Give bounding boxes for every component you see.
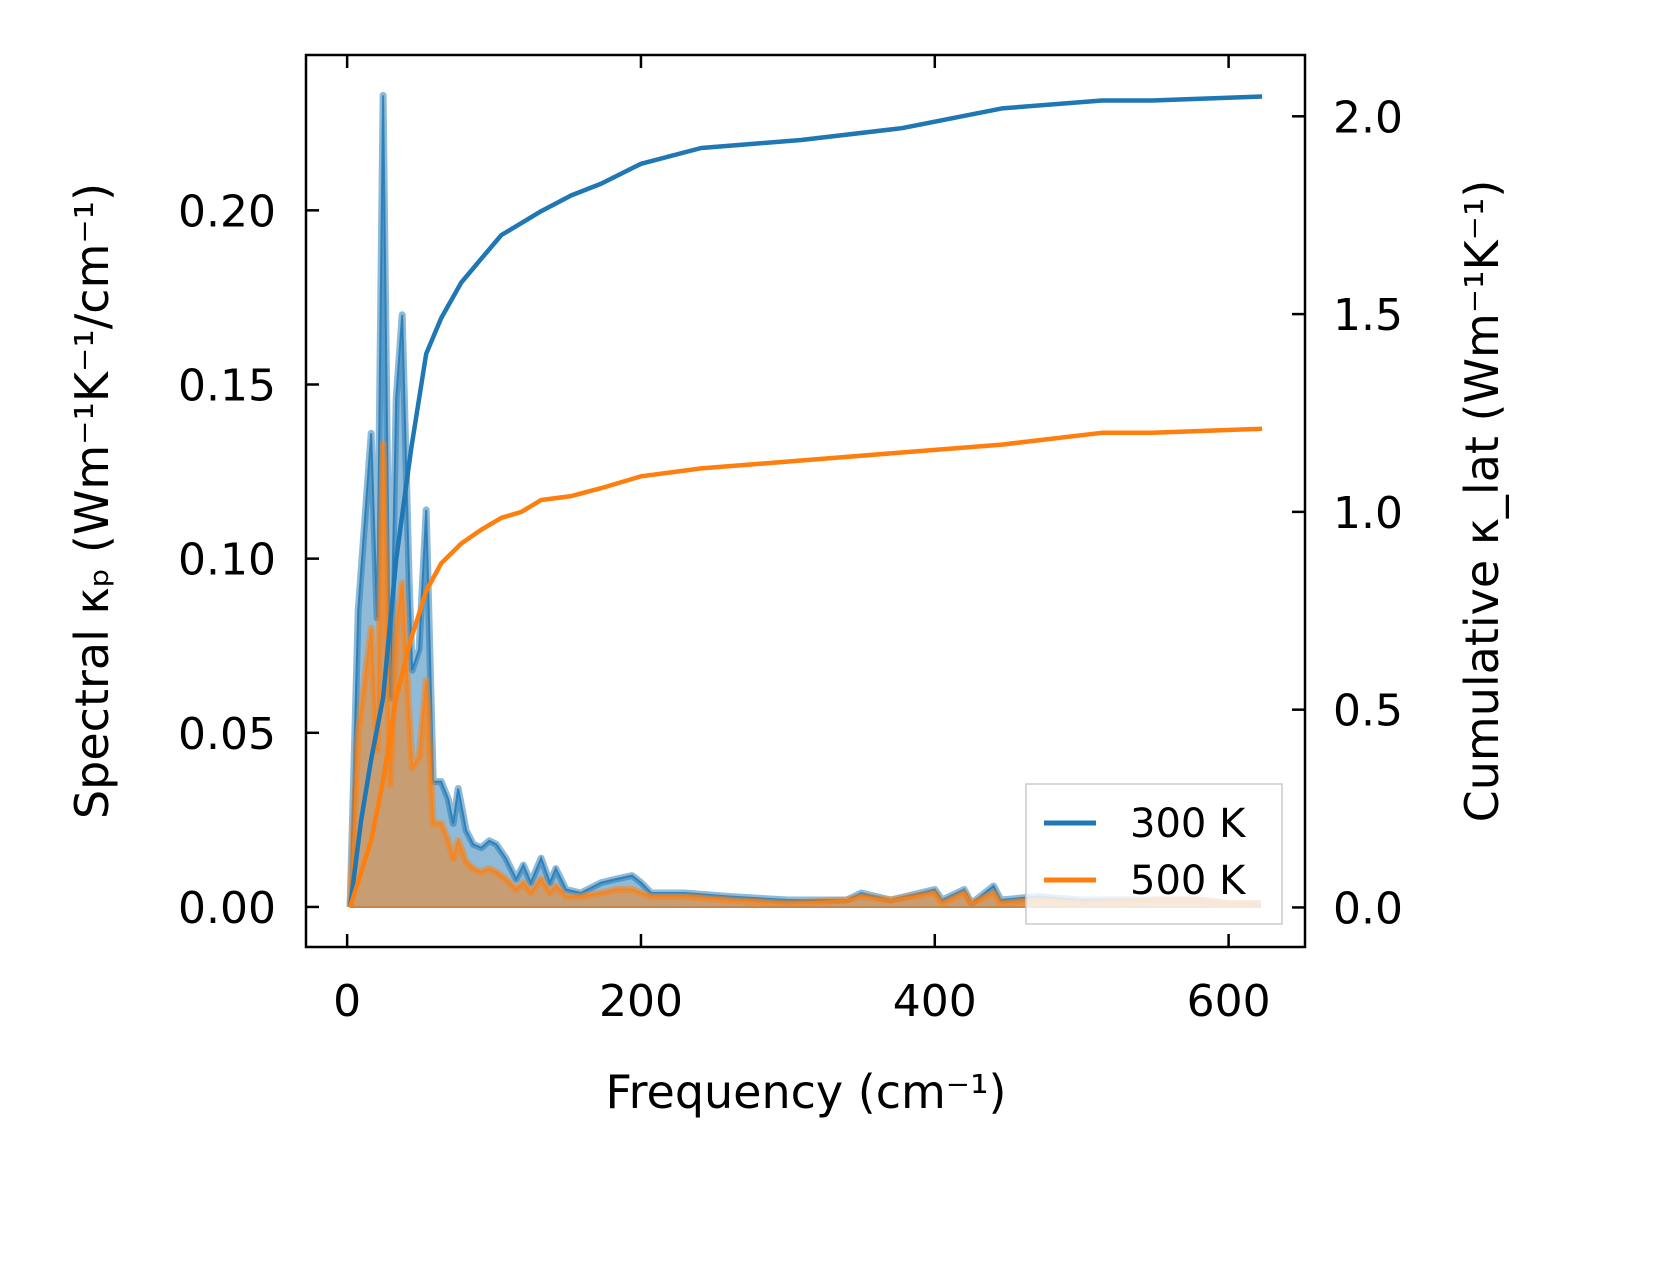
- spectral-edge-500k: [349, 443, 1261, 907]
- ticks: 0 200 400 600 0.00 0.05 0.10 0.15 0.20 0.0 0.5 1.0 1…: [178, 55, 1403, 1027]
- y-right-tick-label: 0.0: [1333, 883, 1403, 934]
- x-tick-label: 0: [333, 976, 361, 1027]
- plot-frame: [304, 53, 1307, 949]
- cumulative-line-300k: [347, 94, 1263, 908]
- x-tick-label: 600: [1187, 976, 1271, 1027]
- legend: 300 K 500 K: [1025, 783, 1283, 925]
- x-tick-label: 200: [599, 976, 683, 1027]
- y-axis-label-left: Spectral κₚ (Wm⁻¹K⁻¹/cm⁻¹): [65, 183, 119, 819]
- legend-label-500k: 500 K: [1130, 858, 1247, 904]
- y-right-tick-label: 0.5: [1333, 686, 1403, 737]
- y-axis-label-right: Cumulative κ_lat (Wm⁻¹K⁻¹): [1455, 180, 1509, 823]
- cumulative-lines: [347, 94, 1263, 909]
- cumulative-line-500k: [347, 426, 1263, 909]
- spectral-area-500k: [350, 443, 1261, 907]
- y-right-tick-label: 1.0: [1333, 488, 1403, 539]
- y-left-tick-label: 0.15: [178, 360, 276, 411]
- legend-label-300k: 300 K: [1130, 801, 1247, 847]
- y-left-tick-label: 0.05: [178, 709, 276, 760]
- x-axis-label: Frequency (cm⁻¹): [606, 1065, 1007, 1119]
- legend-box: [1025, 783, 1283, 925]
- y-right-tick-label: 2.0: [1333, 92, 1403, 143]
- y-left-tick-label: 0.20: [178, 186, 276, 237]
- y-right-tick-label: 1.5: [1333, 290, 1403, 341]
- y-left-tick-label: 0.00: [178, 883, 276, 934]
- y-left-tick-label: 0.10: [178, 535, 276, 586]
- x-tick-label: 400: [893, 976, 977, 1027]
